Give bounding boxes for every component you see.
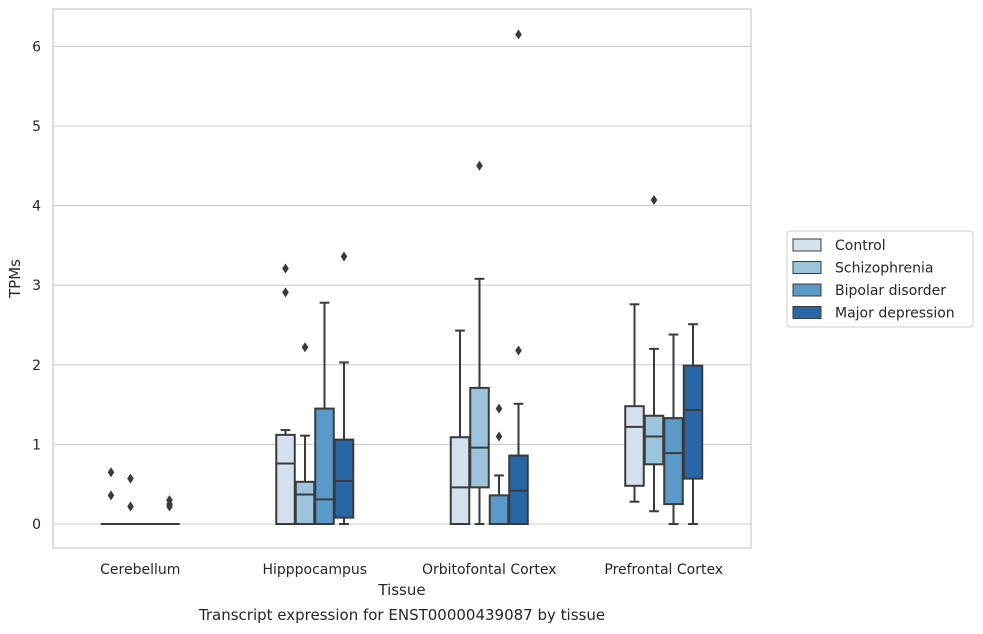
- grid-lines: [53, 45, 751, 525]
- box-schizophrenia: [643, 195, 665, 513]
- box-major-depression: [508, 29, 529, 526]
- box-major-depression: [333, 251, 355, 525]
- legend-swatch: [792, 261, 822, 274]
- legend-label: Bipolar disorder: [835, 283, 946, 299]
- legend-frame: [786, 230, 974, 328]
- outlier-point: [282, 287, 289, 298]
- x-tick-labels: Cerebellum Hipppocampus Orbitofontal Corte…: [100, 562, 723, 578]
- outlier-point: [515, 345, 522, 356]
- box-body: [682, 364, 704, 480]
- legend-label: Control: [835, 238, 886, 254]
- outlier-point: [301, 342, 309, 353]
- y-tick-label: 5: [32, 119, 41, 135]
- outlier-point: [495, 403, 503, 414]
- y-tick-labels: 0 1 2 3 4 5 6: [32, 39, 41, 533]
- box-body: [488, 494, 510, 525]
- chart-caption: Transcript expression for ENST0000043908…: [198, 606, 606, 624]
- x-tick-label: Hipppocampus: [262, 562, 367, 578]
- plot-frame: [52, 8, 752, 549]
- x-axis-label: Tissue: [377, 581, 425, 599]
- box-control: [449, 329, 471, 525]
- box-body: [449, 436, 471, 525]
- legend-label: Schizophrenia: [835, 261, 933, 277]
- x-tick-label: Orbitofontal Cortex: [422, 562, 557, 578]
- legend-label: Major depression: [835, 306, 955, 322]
- outlier-point: [340, 251, 348, 262]
- outlier-point: [107, 467, 115, 478]
- outlier-point: [127, 501, 134, 512]
- box-control: [275, 263, 296, 525]
- box-schizophrenia: [120, 473, 141, 526]
- box-body: [314, 407, 335, 525]
- y-tick-label: 0: [32, 517, 41, 533]
- box-control: [100, 467, 122, 526]
- box-bipolar-disorder: [488, 403, 510, 525]
- box-body: [624, 405, 645, 487]
- y-tick-label: 4: [32, 199, 41, 215]
- legend-swatch: [792, 306, 822, 319]
- outlier-point: [127, 473, 134, 484]
- outlier-point: [650, 195, 658, 206]
- box-major-depression: [682, 323, 704, 525]
- legend-swatch: [792, 238, 822, 252]
- outlier-point: [515, 29, 522, 40]
- y-axis-label: TPMs: [6, 259, 24, 299]
- y-tick-label: 1: [32, 437, 41, 453]
- outlier-point: [166, 495, 173, 506]
- outlier-point: [107, 490, 115, 501]
- box-body: [275, 433, 296, 525]
- box-body: [294, 480, 316, 526]
- box-bipolar-disorder: [314, 301, 335, 525]
- y-tick-label: 6: [32, 39, 41, 55]
- box-schizophrenia: [469, 160, 490, 525]
- box-body: [663, 417, 684, 506]
- box-body: [469, 386, 490, 489]
- y-tick-label: 2: [32, 358, 41, 374]
- legend-swatch: [792, 283, 822, 297]
- box-body: [643, 414, 665, 466]
- outlier-point: [476, 160, 483, 171]
- box-layer: [100, 29, 704, 526]
- outlier-point: [282, 263, 289, 274]
- box-schizophrenia: [294, 342, 316, 526]
- box-bipolar-disorder: [663, 333, 684, 525]
- x-tick-label: Cerebellum: [100, 562, 180, 578]
- outlier-point: [495, 431, 503, 442]
- y-tick-label: 3: [32, 278, 41, 294]
- legend: Control Schizophrenia Bipolar disorder Majo…: [786, 230, 974, 328]
- box-major-depression: [159, 495, 180, 526]
- box-body: [333, 438, 355, 519]
- x-tick-label: Prefrontal Cortex: [604, 562, 723, 578]
- box-control: [624, 303, 645, 503]
